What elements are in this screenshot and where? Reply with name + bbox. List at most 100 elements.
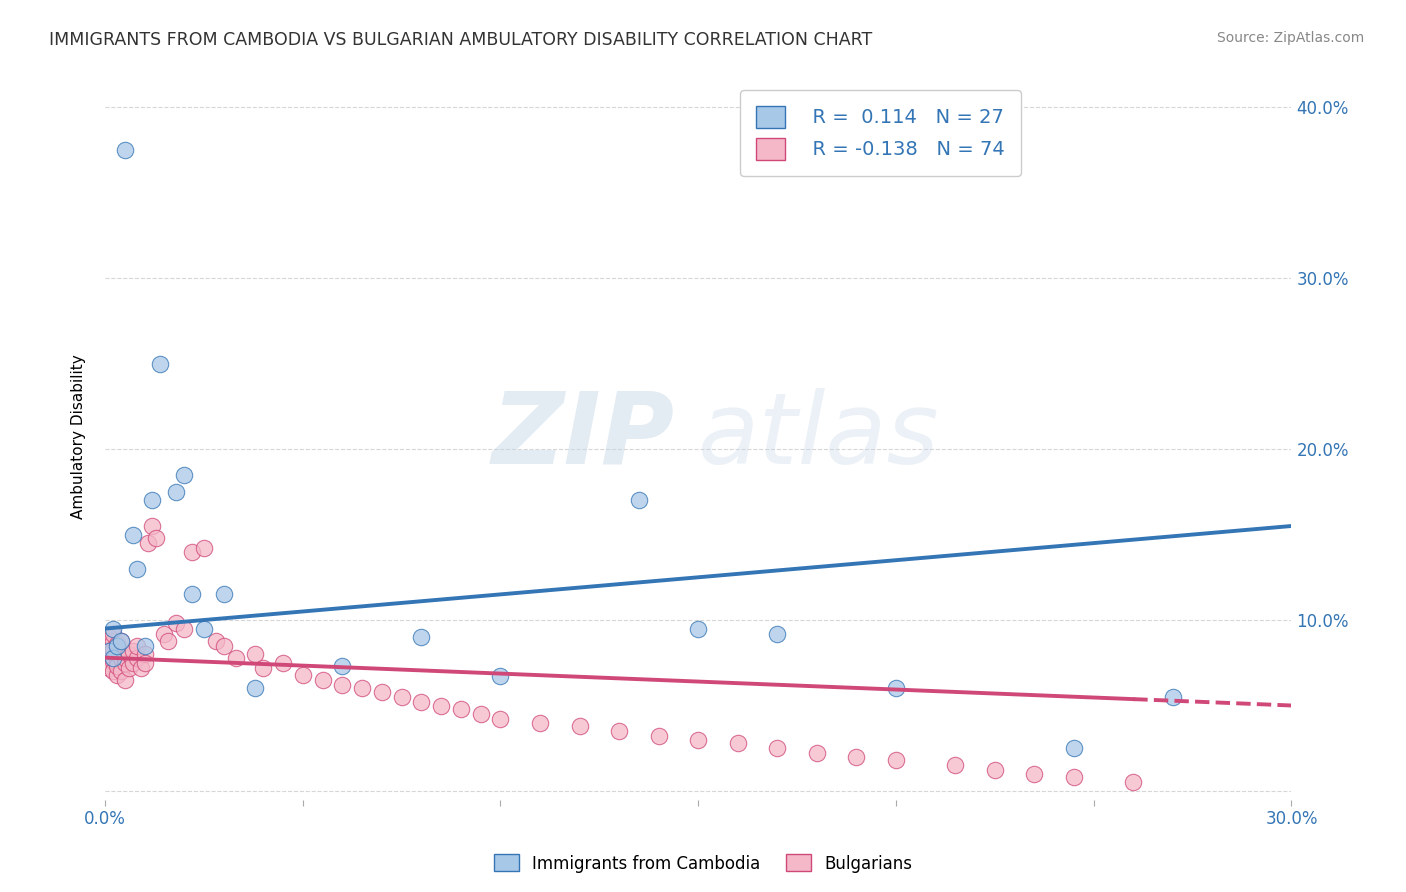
Point <box>114 143 136 157</box>
Point <box>943 758 966 772</box>
Point <box>101 633 124 648</box>
Point <box>105 647 128 661</box>
Point <box>110 633 132 648</box>
Point <box>105 667 128 681</box>
Point <box>97 661 120 675</box>
Point <box>105 659 128 673</box>
Point <box>1161 690 1184 704</box>
Point <box>101 654 124 668</box>
Point <box>884 753 907 767</box>
Point <box>688 732 710 747</box>
Point <box>766 626 789 640</box>
Point <box>125 639 148 653</box>
Point <box>688 622 710 636</box>
Point <box>101 665 124 679</box>
Point <box>884 681 907 696</box>
Point <box>105 637 128 651</box>
Point <box>430 698 453 713</box>
Point <box>157 633 180 648</box>
Point <box>101 650 124 665</box>
Point <box>1122 775 1144 789</box>
Point <box>352 681 374 696</box>
Point <box>984 764 1007 778</box>
Point <box>271 656 294 670</box>
Point <box>153 626 176 640</box>
Point <box>165 616 187 631</box>
Point <box>138 536 160 550</box>
Point <box>105 656 128 670</box>
Text: atlas: atlas <box>699 388 939 484</box>
Point <box>141 493 163 508</box>
Point <box>121 527 143 541</box>
Point <box>204 633 226 648</box>
Point <box>149 357 172 371</box>
Point <box>470 707 492 722</box>
Point <box>173 622 195 636</box>
Point <box>371 685 394 699</box>
Point <box>134 647 156 661</box>
Point <box>145 531 167 545</box>
Point <box>114 673 136 687</box>
Point <box>845 749 868 764</box>
Point <box>1063 741 1085 756</box>
Point <box>125 650 148 665</box>
Point <box>114 650 136 665</box>
Point <box>627 493 650 508</box>
Point <box>181 544 204 558</box>
Point <box>489 712 512 726</box>
Point <box>110 633 132 648</box>
Point <box>101 626 124 640</box>
Point <box>212 587 235 601</box>
Point <box>489 669 512 683</box>
Point <box>121 644 143 658</box>
Point <box>121 656 143 670</box>
Point <box>252 661 274 675</box>
Point <box>118 647 141 661</box>
Point <box>568 719 591 733</box>
Point <box>101 622 124 636</box>
Point <box>105 639 128 653</box>
Point <box>97 630 120 644</box>
Point <box>411 630 433 644</box>
Point <box>97 656 120 670</box>
Point <box>141 519 163 533</box>
Point <box>391 690 413 704</box>
Point <box>1063 770 1085 784</box>
Point <box>224 650 246 665</box>
Text: ZIP: ZIP <box>492 388 675 484</box>
Point <box>173 467 195 482</box>
Point <box>97 647 120 661</box>
Point <box>727 736 749 750</box>
Point <box>450 702 472 716</box>
Point <box>101 650 124 665</box>
Point <box>110 665 132 679</box>
Legend:   R =  0.114   N = 27,   R = -0.138   N = 74: R = 0.114 N = 27, R = -0.138 N = 74 <box>740 90 1021 176</box>
Point <box>311 673 333 687</box>
Point <box>647 729 669 743</box>
Point <box>291 667 314 681</box>
Point <box>330 659 353 673</box>
Point <box>607 724 630 739</box>
Point <box>97 639 120 653</box>
Point <box>97 644 120 658</box>
Text: IMMIGRANTS FROM CAMBODIA VS BULGARIAN AMBULATORY DISABILITY CORRELATION CHART: IMMIGRANTS FROM CAMBODIA VS BULGARIAN AM… <box>49 31 873 49</box>
Point <box>245 681 267 696</box>
Point <box>411 695 433 709</box>
Point <box>110 644 132 658</box>
Point <box>181 587 204 601</box>
Point <box>101 644 124 658</box>
Point <box>118 661 141 675</box>
Y-axis label: Ambulatory Disability: Ambulatory Disability <box>72 354 86 518</box>
Point <box>193 541 215 556</box>
Point <box>245 647 267 661</box>
Point <box>330 678 353 692</box>
Point <box>134 639 156 653</box>
Point <box>125 562 148 576</box>
Point <box>165 484 187 499</box>
Point <box>110 650 132 665</box>
Point <box>806 747 828 761</box>
Point <box>134 656 156 670</box>
Text: Source: ZipAtlas.com: Source: ZipAtlas.com <box>1216 31 1364 45</box>
Point <box>129 661 152 675</box>
Point <box>766 741 789 756</box>
